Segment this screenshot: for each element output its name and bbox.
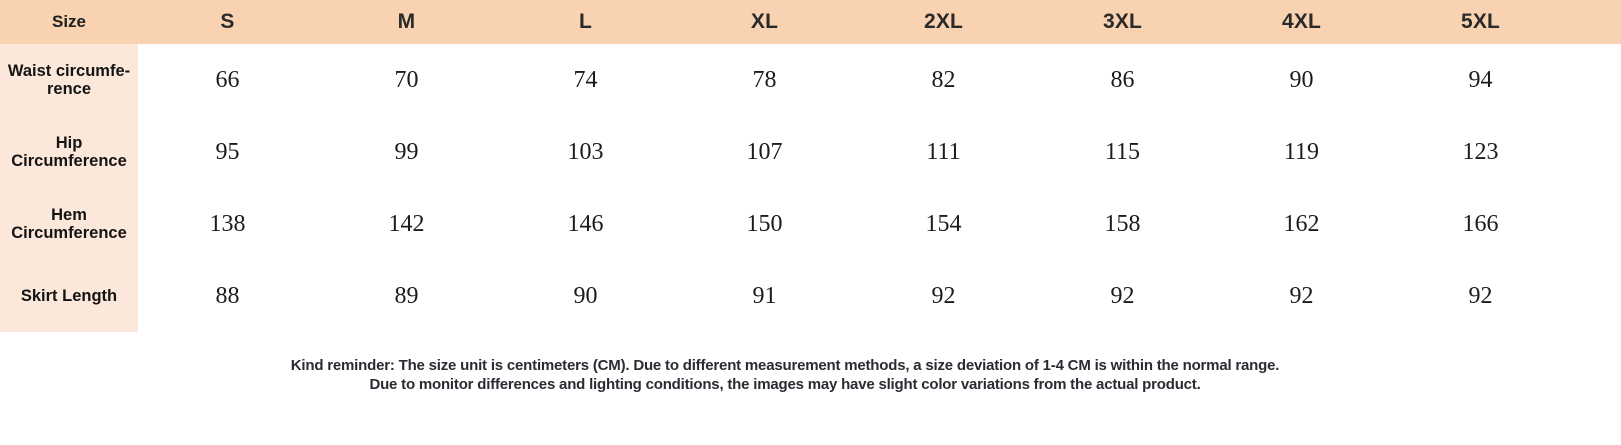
column-header-xl: XL xyxy=(750,10,779,33)
row-filler xyxy=(1570,116,1621,188)
hip-value-5xl: 123 xyxy=(1462,138,1499,165)
waist-value-s: 66 xyxy=(215,66,240,93)
header-filler xyxy=(1570,0,1621,44)
hem-value-l: 146 xyxy=(567,210,604,237)
row-label: Skirt Length xyxy=(0,260,138,332)
hem-value-m: 142 xyxy=(388,210,425,237)
waist-value-xl: 78 xyxy=(752,66,777,93)
waist-value-3xl: 86 xyxy=(1110,66,1135,93)
hem-value-4xl: 162 xyxy=(1283,210,1320,237)
kind-reminder-note: Kind reminder: The size unit is centimet… xyxy=(0,356,1570,394)
row-filler xyxy=(1570,44,1621,116)
length-value-2xl: 92 xyxy=(931,282,956,309)
row-label: Hem Circumference xyxy=(0,188,138,260)
note-line-1: Kind reminder: The size unit is centimet… xyxy=(290,357,1280,374)
hip-value-xl: 107 xyxy=(746,138,783,165)
waist-value-4xl: 90 xyxy=(1289,66,1314,93)
column-header-4xl: 4XL xyxy=(1281,10,1322,33)
column-header-s: S xyxy=(220,10,235,33)
hem-value-s: 138 xyxy=(209,210,246,237)
length-value-4xl: 92 xyxy=(1289,282,1314,309)
waist-value-l: 74 xyxy=(573,66,598,93)
table-row-hem: Hem Circumference 138 142 146 150 154 15… xyxy=(0,188,1621,260)
row-filler xyxy=(1570,188,1621,260)
row-filler xyxy=(1570,260,1621,332)
length-value-s: 88 xyxy=(215,282,240,309)
hip-value-s: 95 xyxy=(215,138,240,165)
hem-value-xl: 150 xyxy=(746,210,783,237)
hip-value-3xl: 115 xyxy=(1104,138,1141,165)
hip-value-m: 99 xyxy=(394,138,419,165)
table-row-hip: Hip Circumference 95 99 103 107 111 115 … xyxy=(0,116,1621,188)
note-line-2: Due to monitor differences and lighting … xyxy=(369,376,1201,393)
length-value-m: 89 xyxy=(394,282,419,309)
waist-value-5xl: 94 xyxy=(1468,66,1493,93)
hip-value-4xl: 119 xyxy=(1283,138,1320,165)
hem-value-2xl: 154 xyxy=(925,210,962,237)
column-header-3xl: 3XL xyxy=(1102,10,1143,33)
column-header-m: M xyxy=(397,10,416,33)
hem-value-5xl: 166 xyxy=(1462,210,1499,237)
length-value-l: 90 xyxy=(573,282,598,309)
length-value-5xl: 92 xyxy=(1468,282,1493,309)
length-value-xl: 91 xyxy=(752,282,777,309)
column-header-l: L xyxy=(578,10,593,33)
waist-value-2xl: 82 xyxy=(931,66,956,93)
hip-value-2xl: 111 xyxy=(926,138,961,165)
table-row-skirt-length: Skirt Length 88 89 90 91 92 92 92 92 xyxy=(0,260,1621,332)
row-label: Hip Circumference xyxy=(0,116,138,188)
row-label: Waist circumfe- rence xyxy=(0,44,138,116)
table-row-waist: Waist circumfe- rence 66 70 74 78 82 86 … xyxy=(0,44,1621,116)
size-header-label: Size xyxy=(51,12,87,31)
size-chart-table: Size S M L XL 2XL 3XL 4XL 5XL Waist circ… xyxy=(0,0,1621,332)
waist-value-m: 70 xyxy=(394,66,419,93)
column-header-2xl: 2XL xyxy=(923,10,964,33)
hem-value-3xl: 158 xyxy=(1104,210,1141,237)
size-header-row: Size S M L XL 2XL 3XL 4XL 5XL xyxy=(0,0,1621,44)
column-header-5xl: 5XL xyxy=(1460,10,1501,33)
hip-value-l: 103 xyxy=(567,138,604,165)
length-value-3xl: 92 xyxy=(1110,282,1135,309)
